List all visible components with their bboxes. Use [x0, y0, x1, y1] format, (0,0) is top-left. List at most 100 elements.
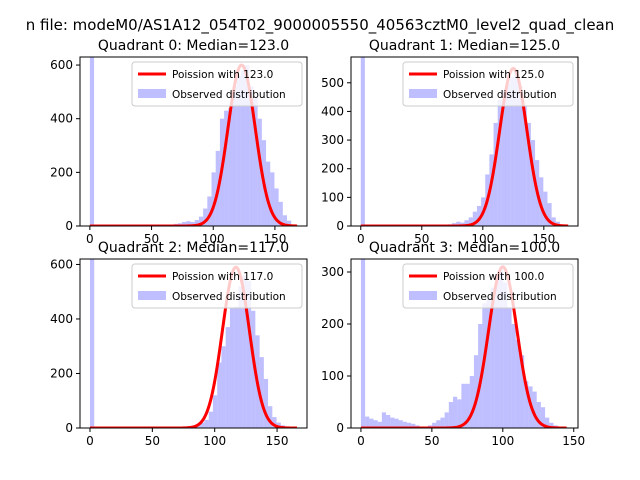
histogram-bar	[253, 97, 258, 226]
histogram-bar	[476, 205, 482, 226]
histogram-bar	[212, 395, 218, 428]
histogram-bar	[360, 57, 365, 226]
histogram-bar	[381, 412, 387, 428]
legend-hist-swatch	[138, 89, 166, 98]
histogram-bar	[278, 201, 283, 226]
histogram-bar	[526, 122, 531, 226]
histogram-bar	[251, 310, 256, 428]
histogram-bar	[200, 422, 205, 428]
legend-entry-observed: Observed distribution	[443, 291, 557, 303]
histogram-bar	[547, 203, 552, 226]
y-tick-label: 200	[50, 366, 73, 380]
histogram-bar	[377, 421, 382, 428]
histogram-bar	[208, 411, 213, 428]
poisson-curve	[360, 265, 567, 428]
x-tick-label: 100	[491, 434, 514, 448]
y-tick-label: 100	[321, 190, 344, 204]
histogram-bar	[545, 417, 550, 428]
y-tick-label: 100	[321, 369, 344, 383]
histogram-bar	[89, 57, 95, 226]
y-tick-label: 400	[321, 104, 344, 118]
legend: Poission with 117.0 Observed distribution	[131, 263, 303, 309]
histogram-bar	[473, 355, 479, 428]
histogram-bar	[402, 421, 407, 428]
histogram-bar	[186, 221, 191, 226]
histogram-bar	[503, 282, 508, 428]
x-tick-label: 150	[532, 232, 555, 246]
y-tick-label: 500	[321, 76, 344, 90]
histogram-bar	[266, 161, 271, 226]
histogram-bar	[238, 286, 243, 428]
subplot-grid: 0 50 100 150 0 200 400 600 Quadrant 0: Median=12…	[50, 38, 585, 448]
x-tick-label: 0	[86, 232, 94, 246]
histogram-bar	[461, 383, 466, 428]
poisson-curve	[89, 265, 298, 428]
histogram-bar	[270, 172, 275, 226]
quadrant-panel-2: 0 50 100 150 0 200 400 600 Quadrant 2: Median=11…	[50, 240, 308, 448]
histogram-bar	[394, 418, 399, 428]
histogram-bar	[493, 122, 498, 226]
histogram-bar	[274, 188, 279, 226]
y-tick-label: 600	[50, 257, 73, 271]
y-tick-label: 300	[321, 265, 344, 279]
histogram-bar	[246, 280, 252, 428]
histogram-bar	[203, 208, 208, 226]
x-tick-label: 50	[414, 232, 429, 246]
legend: Poission with 125.0 Observed distribution	[402, 61, 574, 107]
histogram-bar	[282, 215, 288, 226]
quadrant-panel-1: 0 50 100 150 0 100 200 300 400 500 Quadrant 1: Med…	[321, 38, 579, 246]
axes-frame	[79, 56, 308, 227]
histogram-bar	[234, 306, 239, 428]
histogram-bar	[486, 298, 491, 428]
histogram-bar	[373, 420, 378, 428]
histogram-bar	[519, 355, 525, 428]
x-tick-label: 100	[471, 232, 494, 246]
x-tick-label: 150	[266, 434, 289, 448]
histogram-bar	[398, 420, 403, 428]
histogram-bar	[532, 391, 537, 428]
axes-frame	[350, 56, 579, 227]
histogram-bar	[198, 216, 204, 226]
histogram-bar	[276, 422, 281, 428]
y-tick-label: 400	[50, 312, 73, 326]
histogram-bar	[472, 211, 477, 226]
panel-title: Quadrant 0: Median=123.0	[98, 38, 289, 54]
histogram-bar	[190, 221, 195, 226]
histogram-bar	[263, 378, 269, 428]
histogram-bar	[259, 357, 264, 428]
histogram-bar	[89, 259, 95, 428]
figure-suptitle: n file: modeM0/AS1A12_054T02_9000005550_…	[26, 16, 615, 35]
histogram-bar	[217, 362, 222, 428]
panel-title: Quadrant 2: Median=117.0	[98, 240, 289, 256]
x-tick-label: 100	[203, 434, 226, 448]
legend-entry-observed: Observed distribution	[172, 89, 286, 101]
quadrant-panel-0: 0 50 100 150 0 200 400 600 Quadrant 0: Median=12…	[50, 38, 308, 246]
histogram-bar	[207, 196, 212, 226]
x-tick-label: 0	[357, 434, 365, 448]
histogram-bar	[225, 327, 230, 428]
histogram-bar	[490, 287, 495, 428]
histogram-bar	[469, 376, 474, 428]
histogram-bar	[530, 140, 536, 226]
histogram-bar	[365, 416, 370, 428]
histogram-bar	[229, 308, 235, 428]
histogram-bar	[464, 220, 469, 226]
legend-entry-observed: Observed distribution	[172, 291, 286, 303]
histogram-bar	[453, 396, 458, 428]
histogram-bar	[543, 191, 548, 226]
y-tick-label: 300	[321, 133, 344, 147]
x-tick-label: 0	[357, 232, 365, 246]
histogram-bar	[440, 417, 445, 428]
histogram-bar	[505, 82, 511, 226]
y-tick-label: 600	[50, 58, 73, 72]
legend-entry-poisson: Poission with 125.0	[443, 69, 544, 81]
x-tick-label: 150	[562, 434, 585, 448]
histogram-bar	[468, 217, 473, 226]
legend-entry-poisson: Poission with 100.0	[443, 271, 544, 283]
plot-content	[89, 259, 298, 428]
histogram-bar	[518, 85, 523, 226]
y-tick-label: 0	[336, 421, 344, 435]
axes-frame	[350, 258, 579, 429]
histogram-bar	[499, 266, 504, 428]
